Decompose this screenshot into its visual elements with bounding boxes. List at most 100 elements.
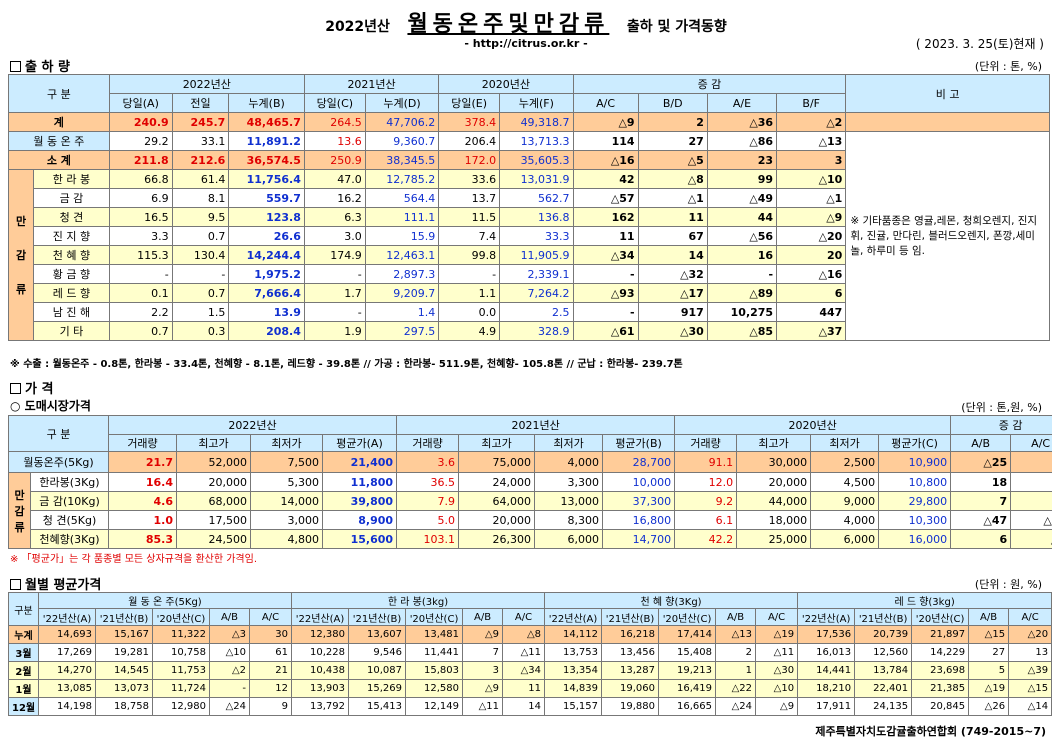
wholesale-subtitle: ○ 도매시장가격 bbox=[10, 399, 91, 413]
cell-value: 15,803 bbox=[405, 661, 464, 680]
cell-value: △2 bbox=[209, 661, 250, 680]
table-row: 금 감 6.9 8.1 559.7 16.2 564.4 13.7 562.7 △57 △1 △49… bbox=[9, 188, 1050, 208]
cell-value: 14,229 bbox=[911, 643, 970, 662]
table-row: 레 드 향 0.1 0.7 7,666.4 1.7 9,209.7 1.1 7,264.2 △9… bbox=[9, 283, 1050, 303]
cell-value: 16,419 bbox=[658, 679, 717, 698]
col-remark: 비 고 bbox=[845, 74, 1050, 113]
cell-value: 11,756.4 bbox=[228, 169, 305, 189]
cell-value: △10 bbox=[776, 169, 847, 189]
cell-value: △8 bbox=[502, 625, 546, 644]
cell-value: 4,800 bbox=[250, 529, 323, 549]
cell-value: 13,903 bbox=[291, 679, 350, 698]
cell-value: 1.5 bbox=[171, 302, 230, 322]
cell-value: 11,891.2 bbox=[228, 131, 305, 151]
cell-value: 7.9 bbox=[396, 491, 460, 511]
cell-value: 11,753 bbox=[152, 661, 210, 680]
table-row: 월 동 온 주 29.2 33.1 11,891.2 13.6 9,360.7 206.4 1… bbox=[8, 131, 1050, 341]
col-group: 한 라 봉(3kg) bbox=[291, 592, 546, 609]
cell-value: 20 bbox=[776, 245, 847, 265]
cell-value: 3 bbox=[776, 150, 847, 170]
cell-value: 14,244.4 bbox=[228, 245, 305, 265]
col-header: 누계(F) bbox=[499, 93, 574, 113]
cell-value: 14,839 bbox=[544, 679, 603, 698]
cell-value: △24 bbox=[715, 697, 757, 716]
cell-value: 2,339.1 bbox=[499, 264, 574, 284]
cell-value: △3 bbox=[209, 625, 250, 644]
cell-value: 14,270 bbox=[38, 661, 96, 680]
cell-value: 30 bbox=[248, 625, 293, 644]
title-sub: 출하 및 가격동향 bbox=[626, 19, 727, 35]
cell-value: 559.7 bbox=[228, 188, 305, 208]
cell-value: 14,112 bbox=[544, 625, 603, 644]
cell-value: 27 bbox=[968, 643, 1010, 662]
cell-value: 20,000 bbox=[458, 510, 536, 530]
col-header: B/D bbox=[637, 93, 708, 113]
title-year: 2022년산 bbox=[325, 19, 390, 35]
cell-value: 52,000 bbox=[176, 451, 251, 473]
row-label: 1월 bbox=[8, 679, 39, 698]
cell-value: 21,385 bbox=[911, 679, 970, 698]
cell-value: 5.0 bbox=[396, 510, 460, 530]
row-label: 천 혜 향 bbox=[33, 245, 110, 265]
cell-value: 13,713.3 bbox=[499, 131, 574, 151]
cell-value: 2,500 bbox=[810, 451, 880, 473]
checkbox-icon bbox=[10, 579, 21, 590]
cell-value: △61 bbox=[572, 321, 639, 341]
cell-value: 5 bbox=[968, 661, 1010, 680]
col-header: '20년산(C) bbox=[911, 608, 970, 626]
row-label: 진 지 향 bbox=[33, 226, 110, 246]
cell-value: 7.4 bbox=[438, 226, 501, 246]
cell-value: △9 bbox=[462, 625, 504, 644]
col-header: A/C bbox=[248, 608, 293, 626]
cell-value: 17,911 bbox=[797, 697, 856, 716]
cell-value: 23,698 bbox=[911, 661, 970, 680]
cell-value: 11,724 bbox=[152, 679, 210, 698]
cell-value: 2 bbox=[637, 112, 708, 132]
cell-value: 13,354 bbox=[544, 661, 603, 680]
col-header: 거래량 bbox=[396, 434, 460, 452]
cell-value: 1.4 bbox=[364, 302, 440, 322]
row-label: 청 견 bbox=[33, 207, 110, 227]
cell-value: - bbox=[108, 264, 173, 284]
cell-value: 16,013 bbox=[797, 643, 856, 662]
row-label: 남 진 해 bbox=[33, 302, 110, 322]
cell-value: 0.3 bbox=[171, 321, 230, 341]
cell-value: 12,980 bbox=[152, 697, 210, 716]
cell-value: 9 bbox=[248, 697, 293, 716]
cell-value: 2 bbox=[715, 643, 757, 662]
cell-value: 0.1 bbox=[108, 283, 173, 303]
cell-value: 297.5 bbox=[364, 321, 440, 341]
cell-value: 14,545 bbox=[95, 661, 153, 680]
col-group-2022: 2022년산 bbox=[108, 74, 305, 94]
cell-value: 15,408 bbox=[658, 643, 717, 662]
col-header: '21년산(B) bbox=[854, 608, 913, 626]
cell-value: △93 bbox=[572, 283, 639, 303]
cell-value: 27 bbox=[637, 131, 708, 151]
cell-value: 4,500 bbox=[810, 472, 880, 492]
cell-value: 11 bbox=[572, 226, 639, 246]
cell-value: 115.3 bbox=[108, 245, 173, 265]
cell-value: △3 bbox=[1010, 529, 1052, 549]
cell-value: 34 bbox=[1010, 491, 1052, 511]
cell-value: 13,784 bbox=[854, 661, 913, 680]
cell-value: 39,800 bbox=[321, 491, 398, 511]
cell-value: 24,135 bbox=[854, 697, 913, 716]
cell-value: 11 bbox=[502, 679, 546, 698]
cell-value: - bbox=[303, 264, 366, 284]
cell-value: 21.7 bbox=[108, 451, 177, 473]
cell-value: △19 bbox=[755, 625, 799, 644]
wholesale-price-table: 구 분 2022년산 2021년산 2020년산 증 감 거래량 최고가 최저가 평균… bbox=[8, 415, 1052, 549]
cell-value: 15,600 bbox=[321, 529, 398, 549]
cell-value: 7,666.4 bbox=[228, 283, 305, 303]
price-note: ※ 「평균가」는 각 품종별 모든 상자규격을 환산한 가격임. bbox=[10, 554, 258, 565]
cell-value: △22 bbox=[715, 679, 757, 698]
site-url[interactable]: - http://citrus.or.kr - bbox=[464, 37, 588, 50]
col-header: 당일(C) bbox=[303, 93, 366, 113]
col-header: 최고가 bbox=[736, 434, 812, 452]
cell-value: 13.6 bbox=[303, 131, 366, 151]
cell-value: 4,000 bbox=[810, 510, 880, 530]
cell-value: △14 bbox=[1010, 510, 1052, 530]
cell-value: 9,209.7 bbox=[364, 283, 440, 303]
cell-value: 21,897 bbox=[911, 625, 970, 644]
cell-value: 20,000 bbox=[176, 472, 251, 492]
